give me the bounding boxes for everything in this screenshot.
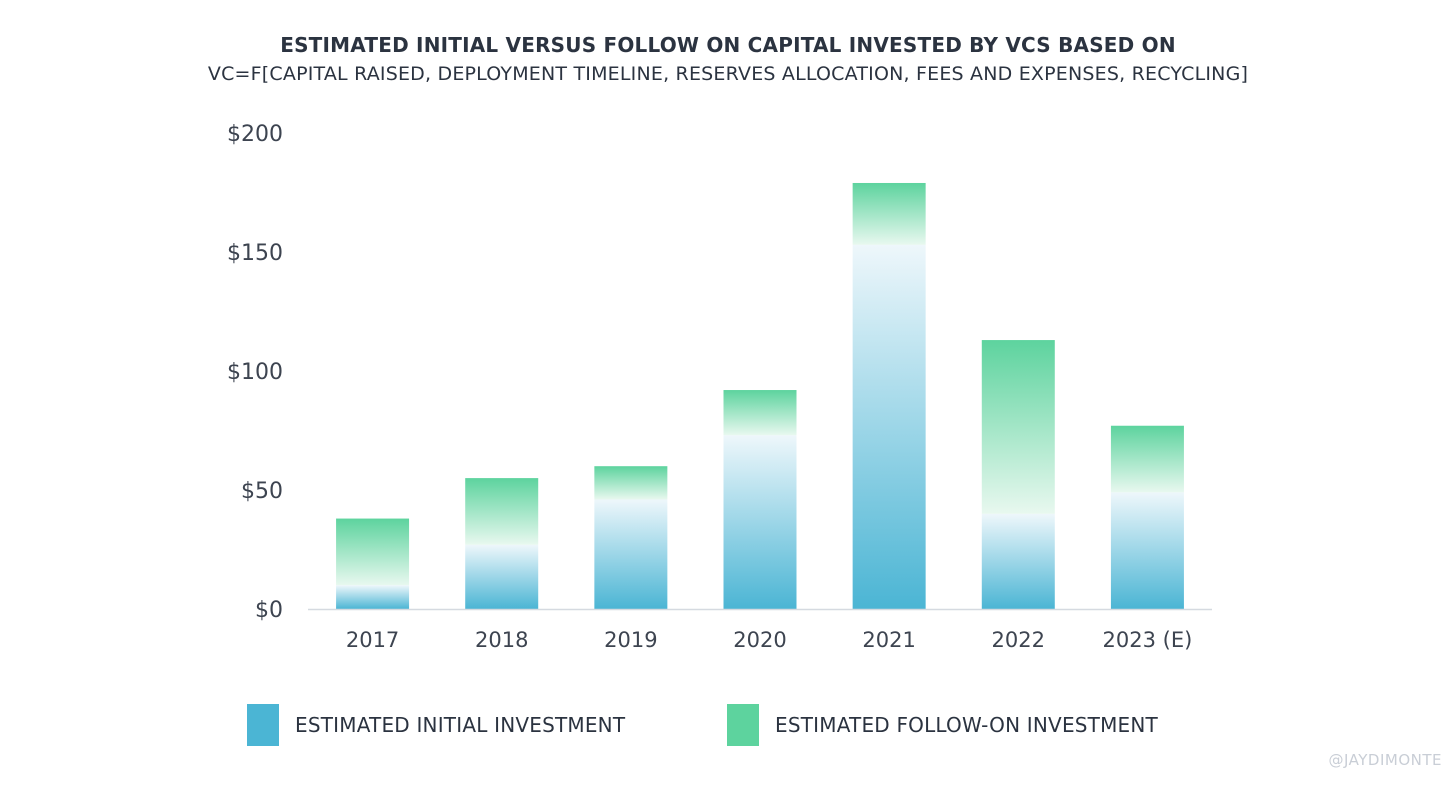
bar-follow-on-2022 — [981, 340, 1055, 514]
y-tick-label: $0 — [255, 598, 283, 623]
legend-swatch-follow-on — [727, 704, 759, 746]
x-tick-label: 2018 — [475, 628, 528, 652]
legend-label-initial: ESTIMATED INITIAL INVESTMENT — [295, 713, 626, 737]
watermark: @JAYDIMONTE — [1328, 751, 1442, 769]
bar-follow-on-2019 — [594, 466, 668, 500]
bar-follow-on-2020 — [723, 390, 797, 436]
legend-swatch-initial — [247, 704, 279, 746]
y-tick-label: $50 — [241, 479, 283, 504]
bar-initial-2018 — [465, 544, 539, 609]
x-tick-label: 2022 — [992, 628, 1045, 652]
y-tick-label: $150 — [227, 241, 283, 266]
chart-title: ESTIMATED INITIAL VERSUS FOLLOW ON CAPIT… — [280, 33, 1176, 57]
bar-initial-2021 — [852, 244, 926, 610]
bar-follow-on-2018 — [465, 478, 539, 545]
y-axis: $0 $50 $100 $150 $200 — [227, 122, 283, 623]
legend: ESTIMATED INITIAL INVESTMENT ESTIMATED F… — [0, 703, 1456, 747]
x-tick-label: 2017 — [346, 628, 399, 652]
bar-initial-2019 — [594, 499, 668, 609]
bar-initial-2020 — [723, 435, 797, 609]
bars — [336, 182, 1184, 610]
bar-initial-2022 — [981, 513, 1055, 609]
chart-title-block: ESTIMATED INITIAL VERSUS FOLLOW ON CAPIT… — [0, 30, 1456, 88]
bar-initial-2023-e — [1110, 492, 1184, 609]
bar-follow-on-2021 — [852, 182, 926, 245]
legend-item-follow-on: ESTIMATED FOLLOW-ON INVESTMENT — [727, 703, 1158, 747]
legend-item-initial: ESTIMATED INITIAL INVESTMENT — [247, 703, 625, 747]
y-tick-label: $100 — [227, 360, 283, 385]
x-tick-label: 2023 (E) — [1103, 628, 1193, 652]
x-tick-label: 2020 — [733, 628, 786, 652]
x-axis: 2017 2018 2019 2020 2021 2022 2023 (E) — [308, 608, 1212, 652]
bar-initial-2017 — [336, 585, 410, 609]
chart-subtitle: VC=F[CAPITAL RAISED, DEPLOYMENT TIMELINE… — [207, 63, 1249, 85]
bar-follow-on-2017 — [336, 518, 410, 586]
y-tick-label: $200 — [227, 122, 283, 147]
bar-follow-on-2023-e — [1110, 425, 1184, 493]
legend-label-follow-on: ESTIMATED FOLLOW-ON INVESTMENT — [775, 713, 1158, 737]
x-tick-label: 2019 — [604, 628, 657, 652]
x-tick-label: 2021 — [862, 628, 915, 652]
